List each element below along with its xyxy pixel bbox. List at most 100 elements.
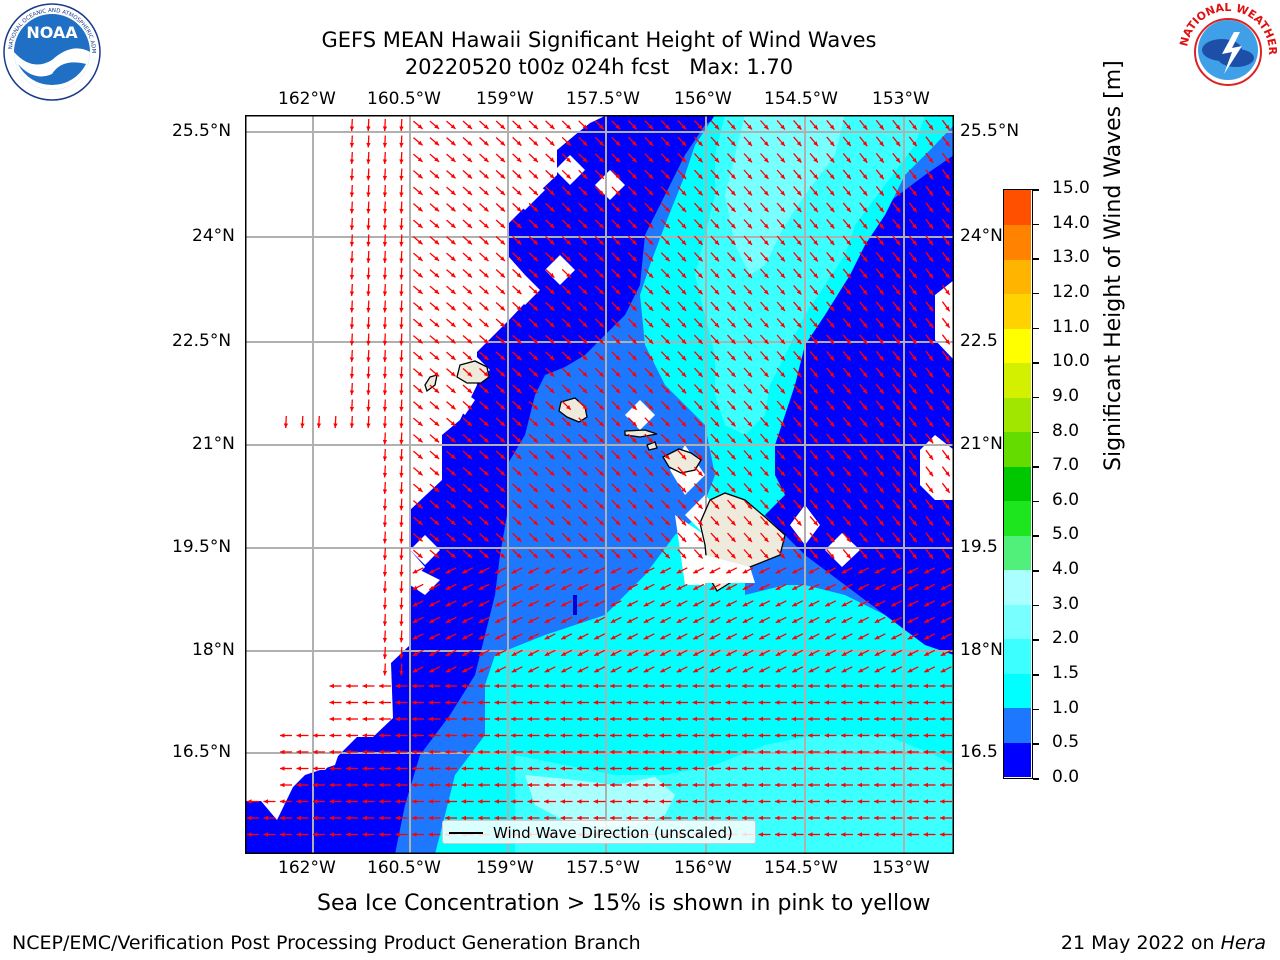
wave-arrow-head xyxy=(665,322,670,328)
wave-arrow-head xyxy=(665,157,670,163)
map-canvas xyxy=(245,115,954,854)
hawaii-white xyxy=(705,555,755,583)
wave-arrow-head xyxy=(577,683,582,689)
wave-arrow-head xyxy=(775,782,780,788)
wave-arrow-head xyxy=(858,585,864,590)
wave-arrow-head xyxy=(549,338,555,344)
wave-arrow-head xyxy=(632,372,637,377)
wave-arrow-head xyxy=(791,733,796,738)
right-lat-label: 24°N xyxy=(960,226,1003,246)
wave-arrow-head xyxy=(349,258,355,263)
wave-arrow-head xyxy=(632,553,637,559)
wave-arrow-head xyxy=(566,207,571,212)
wave-arrow-head xyxy=(895,372,901,378)
wave-arrow-head xyxy=(862,240,868,246)
wave-arrow-head xyxy=(450,223,456,228)
wave-arrow-head xyxy=(467,520,472,525)
wave-arrow-head xyxy=(747,207,752,212)
wave-arrow-head xyxy=(516,454,522,460)
bottom-lon-label: 157.5°W xyxy=(566,858,640,878)
wave-arrow-head xyxy=(461,700,466,705)
wave-arrow-head xyxy=(730,124,736,130)
wave-arrow-head xyxy=(593,749,598,755)
wave-arrow-head xyxy=(659,815,664,821)
wave-arrow-head xyxy=(862,223,868,229)
wave-arrow-head xyxy=(813,157,818,163)
wave-arrow-head xyxy=(615,339,621,344)
wave-arrow-head xyxy=(928,388,934,394)
wave-arrow-head xyxy=(775,799,780,804)
wave-arrow-head xyxy=(681,322,687,328)
wave-arrow-head xyxy=(692,799,697,804)
wave-arrow-head xyxy=(945,355,950,361)
wave-arrow-head xyxy=(945,372,950,378)
wave-arrow-head xyxy=(478,766,483,771)
wave-arrow-head xyxy=(632,504,637,509)
wave-arrow-head xyxy=(478,749,483,755)
wave-arrow-head xyxy=(841,585,847,590)
wave-arrow-head xyxy=(599,471,604,476)
right-lat-label: 18°N xyxy=(960,640,1003,660)
wave-arrow-head xyxy=(382,258,388,263)
wave-arrow-head xyxy=(434,206,440,212)
wave-arrow-head xyxy=(544,602,550,607)
wave-arrow-head xyxy=(450,124,456,129)
wave-arrow-head xyxy=(730,141,736,146)
colorbar-tick-label: 8.0 xyxy=(1052,420,1080,441)
wave-arrow-head xyxy=(808,683,813,689)
wave-arrow-head xyxy=(593,683,598,689)
wave-arrow-head xyxy=(533,421,538,427)
wave-arrow-head xyxy=(912,223,917,229)
wave-arrow-head xyxy=(366,340,371,346)
wave-arrow-head xyxy=(313,782,318,788)
wave-arrow-head xyxy=(792,585,798,590)
wave-arrow-head xyxy=(549,239,555,245)
wave-arrow-head xyxy=(829,256,835,262)
wave-arrow-head xyxy=(450,338,456,344)
wave-arrow-head xyxy=(928,537,934,543)
left-lat-label: 24°N xyxy=(192,226,235,246)
wave-arrow-head xyxy=(599,372,604,377)
wave-arrow-head xyxy=(874,766,879,771)
wave-arrow-head xyxy=(577,602,583,607)
wave-arrow-head xyxy=(445,716,450,722)
colorbar-tick-mark xyxy=(1033,708,1039,711)
wave-arrow-head xyxy=(615,372,621,377)
wave-arrow-head xyxy=(395,733,400,738)
wave-arrow-head xyxy=(615,207,621,212)
wave-arrow-head xyxy=(841,733,846,738)
wave-arrow-head xyxy=(730,256,736,262)
wave-arrow-head xyxy=(478,782,483,788)
map-panel xyxy=(245,115,954,854)
wave-arrow-head xyxy=(533,239,538,245)
wave-arrow-head xyxy=(594,635,600,640)
wave-arrow-head xyxy=(349,175,355,181)
wave-arrow-head xyxy=(923,799,928,804)
wave-band-1.0-1.5 xyxy=(435,115,954,854)
wave-arrow-head xyxy=(632,355,637,361)
wave-arrow-head xyxy=(676,782,681,788)
wave-arrow-head xyxy=(382,571,388,577)
wave-arrow-head xyxy=(940,749,945,755)
wave-arrow-head xyxy=(780,520,785,526)
wave-arrow-head xyxy=(747,438,752,443)
wave-arrow-head xyxy=(879,339,884,345)
wave-arrow-head xyxy=(500,371,505,377)
wave-arrow-head xyxy=(379,749,384,755)
wave-arrow-head xyxy=(846,174,851,180)
wave-arrow-head xyxy=(417,437,423,443)
wave-arrow-head xyxy=(382,505,388,511)
wave-arrow-head xyxy=(648,157,654,163)
wave-arrow-head xyxy=(412,749,417,755)
wave-arrow-head xyxy=(846,504,851,510)
wave-arrow-head xyxy=(462,618,468,623)
wave-arrow-head xyxy=(697,124,703,130)
wave-arrow-head xyxy=(566,471,571,476)
wave-arrow-head xyxy=(429,585,435,590)
wave-arrow-head xyxy=(928,339,934,345)
wave-arrow-head xyxy=(516,190,522,196)
wave-arrow-head xyxy=(895,355,901,361)
wave-arrow-head xyxy=(907,749,912,755)
wave-arrow-head xyxy=(450,256,456,261)
wave-arrow-head xyxy=(648,355,654,361)
